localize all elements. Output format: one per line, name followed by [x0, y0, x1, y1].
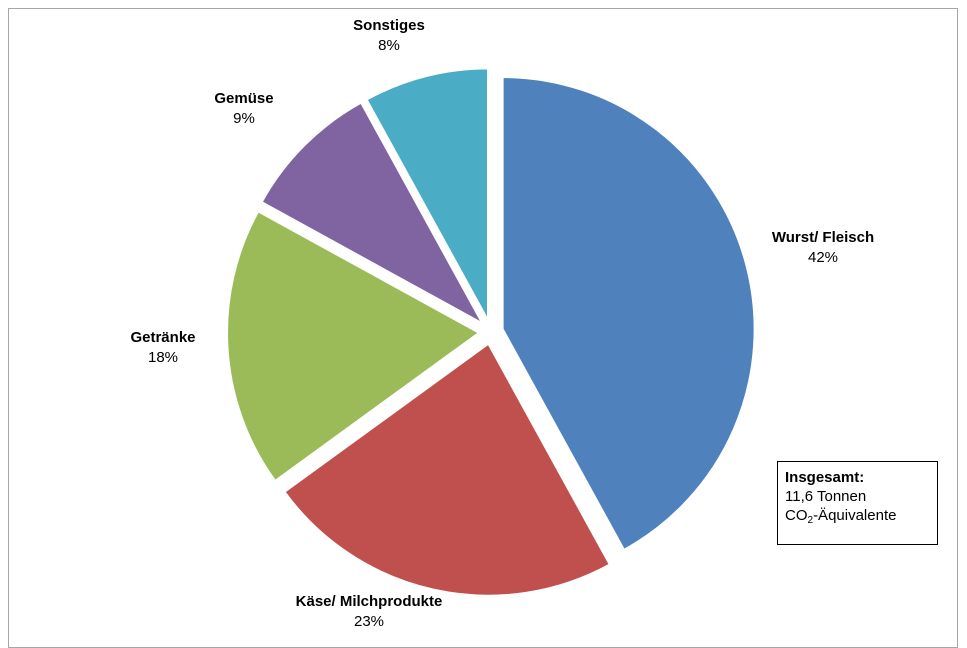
total-unit-subscript: 2: [807, 515, 814, 526]
pie-slice-sonstiges: [365, 67, 490, 321]
total-unit-prefix: CO: [785, 507, 808, 524]
total-annotation-box: Insgesamt: 11,6 Tonnen CO2-Äquivalente: [777, 461, 938, 545]
slice-value-gemüse: 9%: [233, 110, 255, 127]
pie-slice-gemüse: [260, 101, 486, 327]
total-title: Insgesamt:: [785, 469, 865, 486]
slice-value-sonstiges: 8%: [378, 37, 400, 54]
slice-value-getränke: 18%: [148, 349, 178, 366]
pie-slice-wurst-fleisch: [501, 76, 756, 552]
slice-label-gemüse: Gemüse: [214, 90, 273, 107]
slice-label-getränke: Getränke: [130, 329, 195, 346]
pie-slice-käse-milchprodukte: [283, 342, 612, 597]
pie-slice-getränke: [226, 209, 481, 483]
slice-label-sonstiges: Sonstiges: [353, 17, 425, 34]
slice-value-käse-milchprodukte: 23%: [354, 613, 384, 630]
total-unit: CO2-Äquivalente: [785, 506, 937, 526]
total-amount: 11,6 Tonnen: [785, 488, 867, 505]
slice-label-käse-milchprodukte: Käse/ Milchprodukte: [296, 593, 443, 610]
slice-value-wurst-fleisch: 42%: [808, 249, 838, 266]
total-unit-suffix: -Äquivalente: [813, 507, 897, 524]
slice-label-wurst-fleisch: Wurst/ Fleisch: [772, 229, 874, 246]
pie-chart: Wurst/ Fleisch 42% Käse/ Milchprodukte 23% G…: [130, 17, 874, 630]
